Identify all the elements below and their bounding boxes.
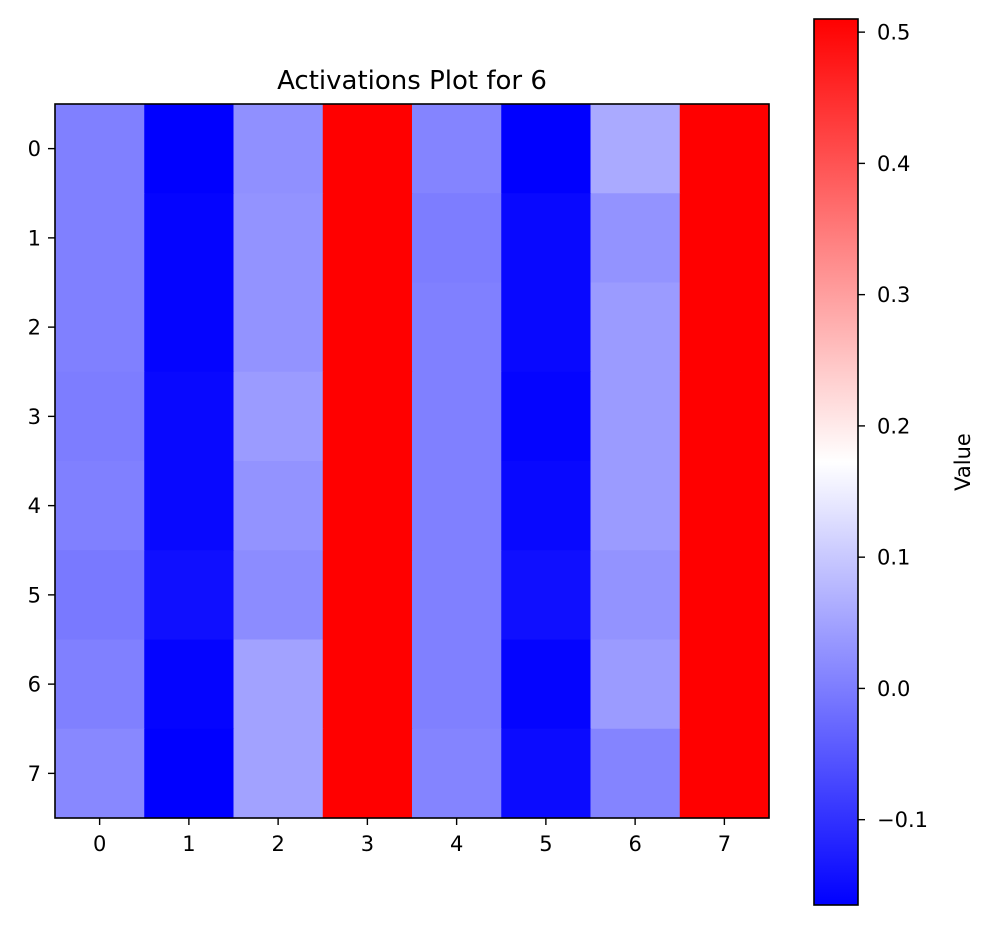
heatmap-cell bbox=[412, 371, 502, 462]
colorbar-tick-label: 0.0 bbox=[877, 677, 910, 701]
colorbar-frame bbox=[813, 18, 859, 906]
heatmap-cell bbox=[55, 104, 145, 194]
heatmap-cell bbox=[55, 550, 145, 641]
x-tick-label: 7 bbox=[718, 832, 731, 856]
heatmap-cell bbox=[590, 282, 681, 373]
heatmap-cell bbox=[322, 550, 413, 641]
x-tick-label: 0 bbox=[93, 832, 106, 856]
x-tick-label: 3 bbox=[361, 832, 374, 856]
heatmap-cell bbox=[55, 193, 145, 284]
y-tick-label: 3 bbox=[28, 405, 41, 429]
colorbar-tick-label: 0.4 bbox=[877, 152, 910, 176]
heatmap-cell bbox=[412, 461, 502, 551]
heatmap-cell bbox=[412, 550, 502, 641]
heatmap-cell bbox=[590, 104, 681, 194]
y-axis: 0 1 2 3 4 5 6 7 bbox=[28, 137, 55, 786]
heatmap-cell bbox=[412, 639, 502, 730]
heatmap-cell bbox=[55, 639, 145, 730]
heatmap-cell bbox=[233, 639, 324, 730]
heatmap-cell bbox=[322, 461, 413, 551]
heatmap-cell bbox=[233, 728, 324, 819]
y-tick-label: 1 bbox=[28, 226, 41, 250]
colorbar-tick-label: 0.3 bbox=[877, 283, 910, 307]
heatmap-cell bbox=[322, 282, 413, 373]
heatmap-cell bbox=[144, 639, 235, 730]
heatmap-cell bbox=[322, 728, 413, 819]
heatmap-cell bbox=[501, 371, 592, 462]
heatmap-cell bbox=[144, 282, 235, 373]
x-tick-label: 6 bbox=[628, 832, 641, 856]
plot-frame bbox=[54, 103, 770, 819]
heatmap-cell bbox=[322, 639, 413, 730]
x-tick-label: 4 bbox=[450, 832, 463, 856]
heatmap-cell bbox=[590, 461, 681, 551]
heatmap-cell bbox=[590, 550, 681, 641]
heatmap-cell bbox=[679, 282, 770, 373]
y-tick-label: 5 bbox=[28, 583, 41, 607]
heatmap-cell bbox=[55, 371, 145, 462]
heatmap-cell bbox=[322, 193, 413, 284]
heatmap-cell bbox=[679, 193, 770, 284]
heatmap-cell bbox=[679, 461, 770, 551]
colorbar-axis: −0.1 0.0 0.1 0.2 0.3 0.4 0.5 bbox=[858, 21, 928, 832]
heatmap-cell bbox=[233, 193, 324, 284]
heatmap-cell bbox=[679, 728, 770, 819]
heatmap-cell bbox=[590, 371, 681, 462]
colorbar-tick-label: 0.2 bbox=[877, 414, 910, 438]
heatmap-cell bbox=[144, 104, 235, 194]
heatmap-cell bbox=[412, 193, 502, 284]
heatmap-cell bbox=[144, 461, 235, 551]
y-tick-label: 7 bbox=[28, 762, 41, 786]
heatmap-cell bbox=[501, 550, 592, 641]
heatmap-cell bbox=[501, 282, 592, 373]
heatmap-cell bbox=[144, 193, 235, 284]
heatmap-cell bbox=[590, 728, 681, 819]
heatmap-cell bbox=[679, 104, 770, 194]
heatmap-cell bbox=[55, 461, 145, 551]
colorbar-tick-label: 0.1 bbox=[877, 546, 910, 570]
heatmap-cell bbox=[233, 461, 324, 551]
heatmap-cell bbox=[412, 728, 502, 819]
heatmap-cell bbox=[679, 371, 770, 462]
heatmap-cell bbox=[144, 550, 235, 641]
heatmap-cell bbox=[590, 193, 681, 284]
colorbar-tick-label: 0.5 bbox=[877, 21, 910, 45]
y-tick-label: 2 bbox=[28, 316, 41, 340]
x-tick-label: 2 bbox=[271, 832, 284, 856]
heatmap-cell bbox=[322, 371, 413, 462]
heatmap-cell bbox=[144, 371, 235, 462]
x-tick-label: 1 bbox=[182, 832, 195, 856]
heatmap-cell bbox=[233, 282, 324, 373]
heatmap-cell bbox=[412, 104, 502, 194]
colorbar-tick-label: −0.1 bbox=[877, 808, 928, 832]
heatmap-cell bbox=[322, 104, 413, 194]
heatmap-cell bbox=[233, 550, 324, 641]
x-axis: 0 1 2 3 4 5 6 7 bbox=[93, 818, 731, 856]
heatmap-cell bbox=[233, 371, 324, 462]
y-tick-label: 4 bbox=[28, 494, 41, 518]
heatmap-cell bbox=[412, 282, 502, 373]
heatmap-cell bbox=[501, 461, 592, 551]
colorbar-label: Value bbox=[951, 433, 975, 491]
y-tick-label: 6 bbox=[28, 673, 41, 697]
heatmap-cell bbox=[679, 550, 770, 641]
heatmap-cell bbox=[501, 104, 592, 194]
colorbar bbox=[814, 19, 858, 905]
heatmap-cell bbox=[55, 282, 145, 373]
heatmap-cell bbox=[55, 728, 145, 819]
chart-title: Activations Plot for 6 bbox=[277, 66, 547, 96]
heatmap-cell bbox=[144, 728, 235, 819]
heatmap-cell bbox=[501, 193, 592, 284]
x-tick-label: 5 bbox=[539, 832, 552, 856]
heatmap-cell bbox=[679, 639, 770, 730]
heatmap-cells bbox=[55, 104, 770, 819]
heatmap-cell bbox=[501, 639, 592, 730]
heatmap-cell bbox=[233, 104, 324, 194]
heatmap-cell bbox=[590, 639, 681, 730]
y-tick-label: 0 bbox=[28, 137, 41, 161]
heatmap-cell bbox=[501, 728, 592, 819]
